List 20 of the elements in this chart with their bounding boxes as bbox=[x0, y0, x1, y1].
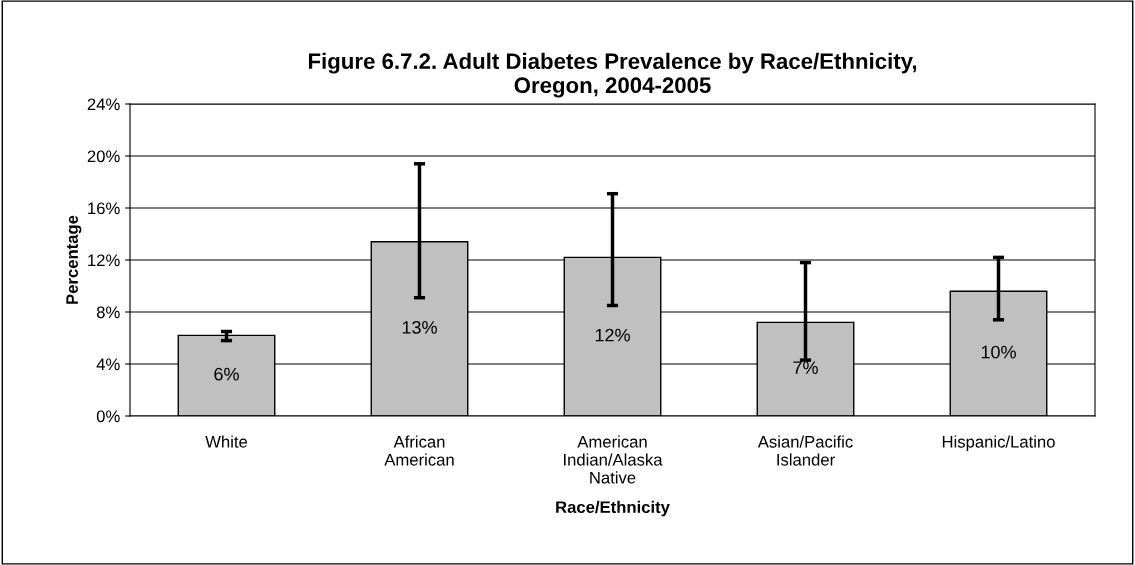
x-tick-label: American Indian/Alaska Native bbox=[564, 435, 663, 484]
x-tick-label: African American bbox=[384, 435, 454, 466]
y-tick-label: 12% bbox=[88, 254, 120, 267]
y-tick-label: 20% bbox=[87, 150, 120, 163]
data-label: 13% bbox=[402, 320, 437, 334]
y-axis-title: Percentage bbox=[66, 215, 82, 304]
x-tick-label: Asian/Pacific Islander bbox=[757, 435, 853, 466]
y-tick-label: 16% bbox=[88, 202, 120, 215]
data-label: 10% bbox=[981, 345, 1016, 359]
y-tick-label: 4% bbox=[96, 358, 120, 371]
y-tick-label: 24% bbox=[87, 98, 120, 111]
data-label: 6% bbox=[214, 367, 239, 381]
data-label: 12% bbox=[595, 328, 630, 342]
y-tick-label: 0% bbox=[96, 410, 120, 423]
x-axis-title: Race/Ethnicity bbox=[556, 500, 670, 517]
x-tick-label: Hispanic/Latino bbox=[942, 435, 1055, 451]
y-tick-label: 8% bbox=[96, 306, 120, 319]
x-tick-label: White bbox=[205, 435, 248, 448]
chart-title: Figure 6.7.2. Adult Diabetes Prevalence by Race/Ethnicity, Oregon, 2004-2005 bbox=[308, 52, 917, 98]
data-label: 7% bbox=[793, 361, 818, 374]
